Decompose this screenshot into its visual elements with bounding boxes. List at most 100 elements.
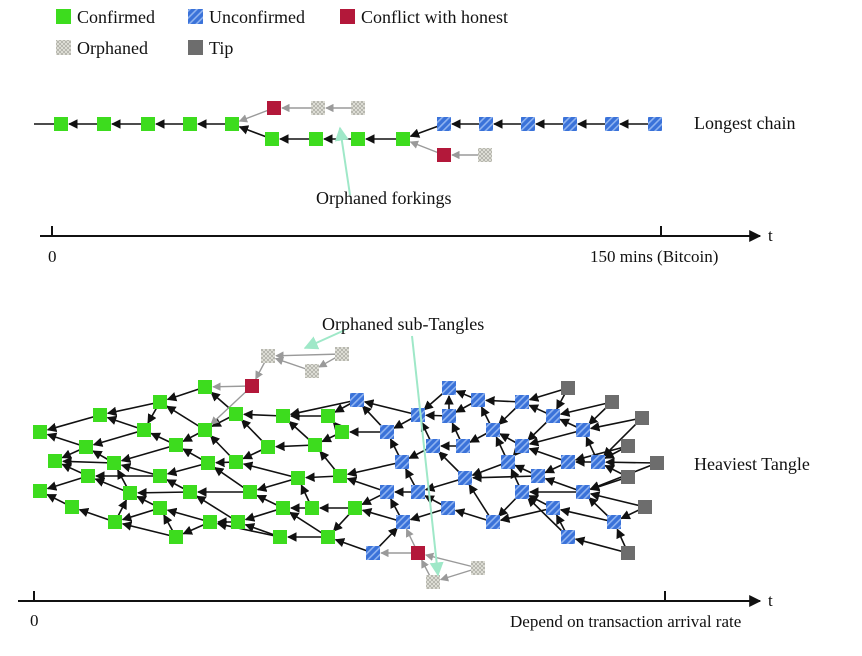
reference-arrow-44: [242, 461, 299, 479]
confirmed-block-27: [291, 471, 305, 485]
unconfirmed-block-40: [395, 455, 409, 469]
confirmed-block-0: [54, 117, 68, 131]
confirmed-block-3: [93, 408, 107, 422]
unconfirmed-block-46: [442, 381, 456, 395]
confirmed-block-0: [33, 425, 47, 439]
confirmed-block-20: [203, 515, 217, 529]
confirmed-block-30: [308, 438, 322, 452]
unconfirmed-block-48: [456, 439, 470, 453]
confirmed-block-9: [123, 486, 137, 500]
reference-arrow-75: [363, 399, 419, 416]
unconfirmed-block-64: [561, 530, 575, 544]
confirmed-block-10: [108, 515, 122, 529]
top-axis-var: t: [768, 226, 773, 245]
confirmed-block-29: [273, 530, 287, 544]
unconfirmed-block-11: [521, 117, 535, 131]
confirmed-block-1: [48, 454, 62, 468]
confirmed-block-7: [137, 423, 151, 437]
reference-arrow-17: [120, 444, 177, 463]
tip-block-71: [650, 456, 664, 470]
bottom-axis-start: 0: [30, 611, 39, 630]
confirmed-block-15: [169, 530, 183, 544]
unconfirmed-block-53: [501, 455, 515, 469]
confirmed-block-6: [309, 132, 323, 146]
confirmed-block-4: [225, 117, 239, 131]
reference-arrow-126: [589, 417, 643, 432]
orphaned-subtangles-label: Orphaned sub-Tangles: [322, 314, 484, 334]
bottom-axis-end: Depend on transaction arrival rate: [510, 612, 741, 631]
legend-swatch-confirmed: [56, 9, 71, 24]
reference-arrow-64: [289, 399, 358, 418]
confirmed-block-19: [183, 485, 197, 499]
unconfirmed-block-49: [458, 471, 472, 485]
reference-arrow-30: [137, 487, 191, 498]
reference-arrow-7: [92, 429, 145, 447]
reference-arrow-70: [346, 461, 403, 478]
tip-block-74: [621, 546, 635, 560]
unconfirmed-block-60: [546, 501, 560, 515]
unconfirmed-block-45: [411, 485, 425, 499]
unconfirmed-block-63: [576, 485, 590, 499]
reference-arrow-14: [106, 401, 161, 417]
confirmed-block-6: [65, 500, 79, 514]
unconfirmed-block-47: [442, 409, 456, 423]
tip-block-73: [638, 500, 652, 514]
unconfirmed-block-12: [563, 117, 577, 131]
reference-arrow-143: [275, 351, 343, 360]
reference-arrow-101: [472, 472, 539, 483]
confirmed-block-7: [351, 132, 365, 146]
reference-arrow-113: [528, 429, 584, 447]
unconfirmed-block-44: [426, 439, 440, 453]
legend-label-conflict: Conflict with honest: [361, 7, 508, 27]
orphaned-block-76: [261, 349, 275, 363]
legend-swatch-tip: [188, 40, 203, 55]
longest-chain-label: Longest chain: [694, 113, 795, 133]
chain-edges: [34, 103, 655, 160]
legend-label-confirmed: Confirmed: [77, 7, 155, 27]
confirmed-block-24: [231, 515, 245, 529]
confirmed-block-21: [229, 407, 243, 421]
unconfirmed-block-50: [441, 501, 455, 515]
legend-swatch-orphaned: [56, 40, 71, 55]
unconfirmed-block-56: [531, 469, 545, 483]
unconfirmed-block-14: [648, 117, 662, 131]
orphaned-block-78: [335, 347, 349, 361]
confirmed-block-18: [201, 456, 215, 470]
reference-arrow-129: [574, 445, 629, 463]
tip-block-72: [621, 470, 635, 484]
heaviest-tangle-panel: Orphaned sub-Tangles Heaviest Tangle t 0…: [18, 314, 810, 631]
orphaned-subtangles-pointer-lower: [411, 335, 444, 577]
confirmed-block-3: [183, 117, 197, 131]
confirmed-block-5: [265, 132, 279, 146]
heaviest-tangle-label: Heaviest Tangle: [694, 454, 810, 474]
unconfirmed-block-57: [515, 439, 529, 453]
confirmed-block-25: [276, 409, 290, 423]
reference-arrow-136: [574, 536, 629, 554]
confirmed-block-26: [261, 440, 275, 454]
unconfirmed-block-9: [437, 117, 451, 131]
unconfirmed-block-10: [479, 117, 493, 131]
tip-block-68: [605, 395, 619, 409]
confirmed-block-1: [97, 117, 111, 131]
confirmed-block-28: [276, 501, 290, 515]
confirmed-block-17: [198, 423, 212, 437]
confirmed-block-2: [33, 484, 47, 498]
unconfirmed-block-62: [576, 423, 590, 437]
orphaned-forkings-label: Orphaned forkings: [316, 188, 451, 208]
unconfirmed-block-58: [515, 485, 529, 499]
unconfirmed-block-43: [411, 408, 425, 422]
reference-arrow-22: [121, 521, 177, 538]
confirmed-block-4: [79, 440, 93, 454]
reference-arrow-121: [559, 507, 615, 523]
legend-label-tip: Tip: [209, 38, 233, 58]
confirmed-block-8: [107, 456, 121, 470]
tip-block-67: [561, 381, 575, 395]
legend-swatch-conflict: [340, 9, 355, 24]
reference-arrow-9: [62, 456, 115, 467]
conflict-block-18: [437, 148, 451, 162]
unconfirmed-block-41: [396, 515, 410, 529]
legend-label-unconfirmed: Unconfirmed: [209, 7, 305, 27]
conflict-block-15: [267, 101, 281, 115]
top-axis-end: 150 mins (Bitcoin): [590, 247, 718, 266]
